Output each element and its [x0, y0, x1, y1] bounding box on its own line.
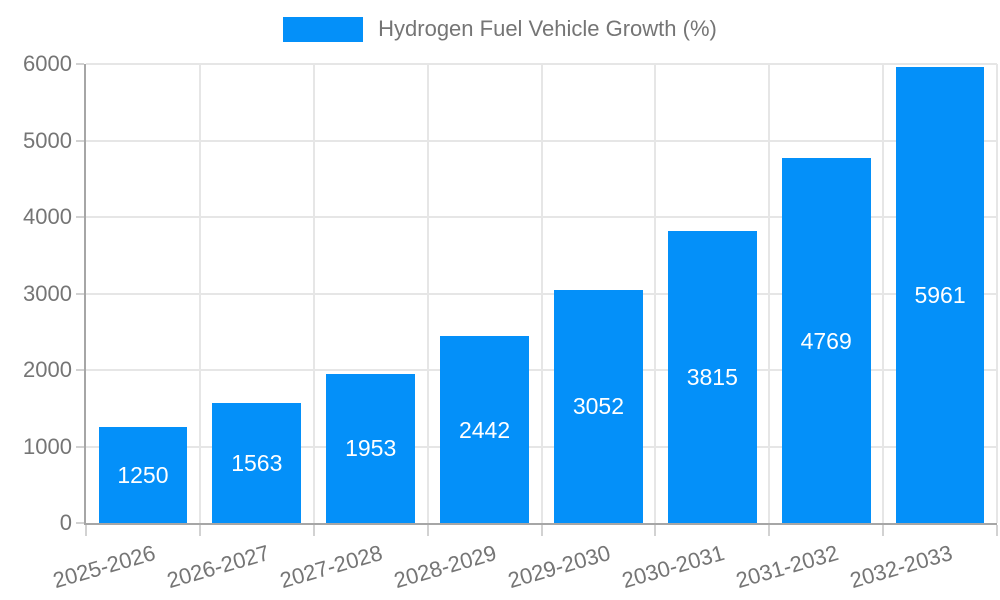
- y-tick-label: 0: [59, 510, 72, 535]
- v-gridline: [996, 64, 998, 523]
- y-tick: [76, 139, 84, 142]
- v-gridline: [768, 64, 771, 523]
- y-tick: [76, 292, 84, 295]
- bar-value-label: 3815: [686, 364, 738, 391]
- bar: [326, 373, 416, 523]
- x-tick: [882, 525, 885, 536]
- v-gridline: [312, 64, 315, 523]
- v-gridline: [198, 64, 201, 523]
- x-tick-label: 2028-2029: [391, 540, 500, 594]
- x-tick: [85, 525, 87, 536]
- x-tick-label: 2025-2026: [49, 540, 158, 594]
- x-tick-label: 2032-2033: [846, 540, 955, 594]
- y-tick-label: 3000: [23, 280, 72, 306]
- bar: [212, 403, 302, 523]
- bar: [554, 289, 643, 523]
- bar-value-label: 5961: [914, 281, 966, 308]
- x-tick: [312, 525, 315, 536]
- bar: [781, 158, 871, 523]
- bar: [440, 336, 529, 523]
- bar-value-label: 1250: [117, 462, 169, 489]
- x-tick-label: 2031-2032: [733, 540, 842, 594]
- y-axis-line: [84, 64, 86, 525]
- v-gridline: [426, 64, 429, 523]
- legend-label: Hydrogen Fuel Vehicle Growth (%): [378, 16, 717, 41]
- bar-value-label: 2442: [458, 416, 511, 443]
- v-gridline: [654, 64, 657, 523]
- bar-value-label: 1953: [345, 435, 397, 462]
- y-tick: [76, 522, 84, 524]
- y-tick: [76, 445, 84, 448]
- x-tick: [426, 525, 429, 536]
- bar: [895, 66, 985, 523]
- x-tick-label: 2026-2027: [163, 540, 272, 594]
- y-tick-label: 6000: [23, 51, 72, 76]
- y-tick-label: 2000: [23, 357, 72, 382]
- x-axis-line: [84, 523, 997, 525]
- bar: [98, 427, 188, 523]
- x-tick-label: 2029-2030: [505, 540, 614, 594]
- x-tick-label: 2030-2031: [619, 540, 728, 594]
- bar: [667, 231, 757, 523]
- x-tick: [198, 525, 201, 536]
- v-gridline: [540, 64, 543, 523]
- v-gridline: [882, 64, 885, 523]
- x-tick: [996, 525, 998, 536]
- y-tick-label: 4000: [23, 204, 72, 229]
- y-tick: [76, 63, 84, 65]
- bar-value-label: 3052: [572, 393, 624, 420]
- y-tick-label: 1000: [23, 433, 72, 459]
- legend: Hydrogen Fuel Vehicle Growth (%): [0, 16, 1000, 42]
- bar-value-label: 4769: [800, 327, 852, 354]
- x-tick-label: 2027-2028: [277, 540, 386, 594]
- x-tick: [768, 525, 771, 536]
- x-tick: [654, 525, 657, 536]
- y-tick-label: 5000: [23, 127, 72, 153]
- legend-swatch: [283, 16, 364, 42]
- y-tick: [76, 369, 84, 371]
- y-tick: [76, 216, 84, 218]
- x-tick: [540, 525, 543, 536]
- bar-value-label: 1563: [231, 450, 283, 477]
